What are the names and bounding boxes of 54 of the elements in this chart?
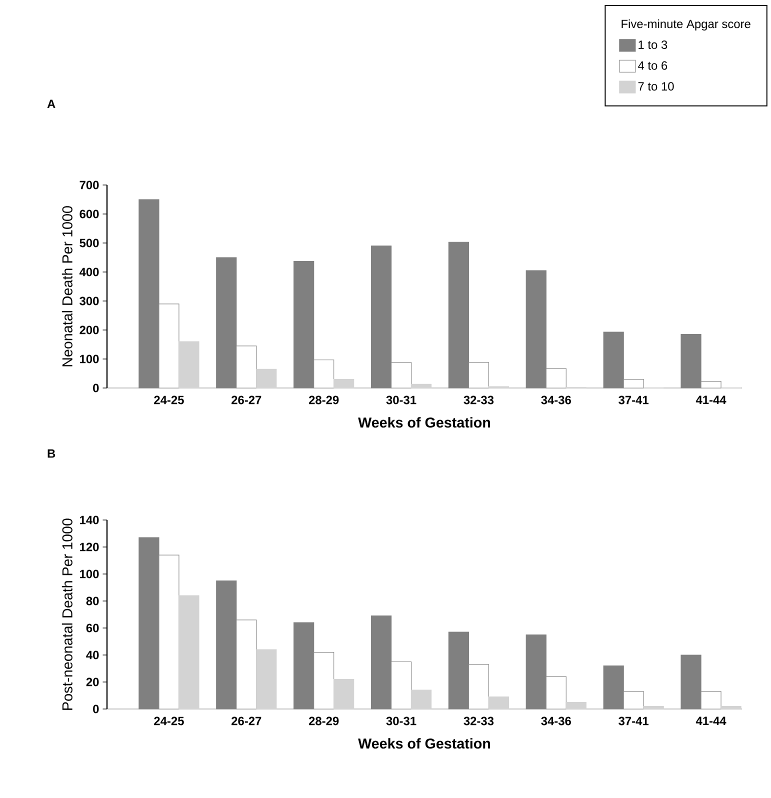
x-tick-label: 26-27: [232, 716, 262, 726]
y-tick-label: 20: [86, 678, 99, 686]
bar: [256, 649, 277, 710]
x-tick-label: 24-25: [154, 716, 184, 726]
x-axis-title: Weeks of Gestation: [358, 417, 490, 428]
x-tick-label: 28-29: [308, 716, 339, 726]
bar: [410, 690, 432, 710]
x-tick-label: 30-31: [386, 716, 416, 726]
x-tick-label: 37-41: [618, 716, 649, 726]
y-tick-label: 0: [93, 704, 99, 714]
bar: [410, 384, 432, 388]
x-tick-label: 37-41: [618, 396, 649, 404]
y-tick-label: 60: [86, 624, 99, 632]
y-tick-label: 100: [80, 354, 99, 364]
y-tick-label: 140: [80, 516, 99, 524]
bar: [256, 368, 277, 388]
y-tick-label: 200: [80, 326, 99, 334]
y-tick-label: 100: [80, 570, 99, 578]
bar: [334, 678, 354, 710]
bar: [178, 341, 200, 388]
x-tick-label: 24-25: [154, 396, 184, 404]
chart-title: A: [47, 100, 56, 108]
legend-label: 1 to 3: [638, 40, 668, 49]
x-tick-label: 30-31: [386, 396, 416, 404]
x-tick-label: 41-44: [696, 716, 726, 725]
bar: [643, 706, 664, 710]
x-tick-label: 32-33: [464, 396, 494, 404]
y-tick-label: 80: [86, 596, 99, 606]
bar: [720, 706, 742, 710]
legend-label: 7 to 10: [638, 82, 674, 91]
x-axis-title: Weeks of Gestation: [358, 738, 490, 749]
y-tick-label: 120: [80, 542, 99, 552]
bar: [334, 378, 354, 388]
y-axis-title: Neonatal Death Per 1000: [62, 206, 72, 366]
y-tick-label: 700: [80, 180, 99, 190]
x-tick-label: 28-29: [308, 396, 339, 404]
x-tick-label: 32-33: [464, 716, 494, 726]
legend-label: 4 to 6: [638, 61, 668, 70]
y-tick-label: 0: [93, 384, 99, 392]
x-tick-label: 34-36: [541, 396, 571, 404]
y-tick-label: 300: [80, 296, 99, 306]
y-tick-label: 600: [80, 210, 99, 218]
bar: [488, 696, 510, 710]
y-tick-label: 40: [86, 650, 99, 660]
x-tick-label: 34-36: [541, 716, 571, 726]
bar: [566, 702, 586, 710]
chart-title: B: [48, 449, 56, 458]
x-tick-label: 41-44: [696, 396, 726, 404]
y-tick-label: 500: [80, 238, 99, 248]
x-tick-label: 26-27: [232, 396, 262, 404]
y-axis-title: Post-neonatal Death Per 1000: [62, 518, 72, 710]
legend-title: Five-minute Apgar score: [622, 19, 750, 31]
y-tick-label: 400: [79, 268, 99, 276]
bar: [178, 595, 200, 710]
